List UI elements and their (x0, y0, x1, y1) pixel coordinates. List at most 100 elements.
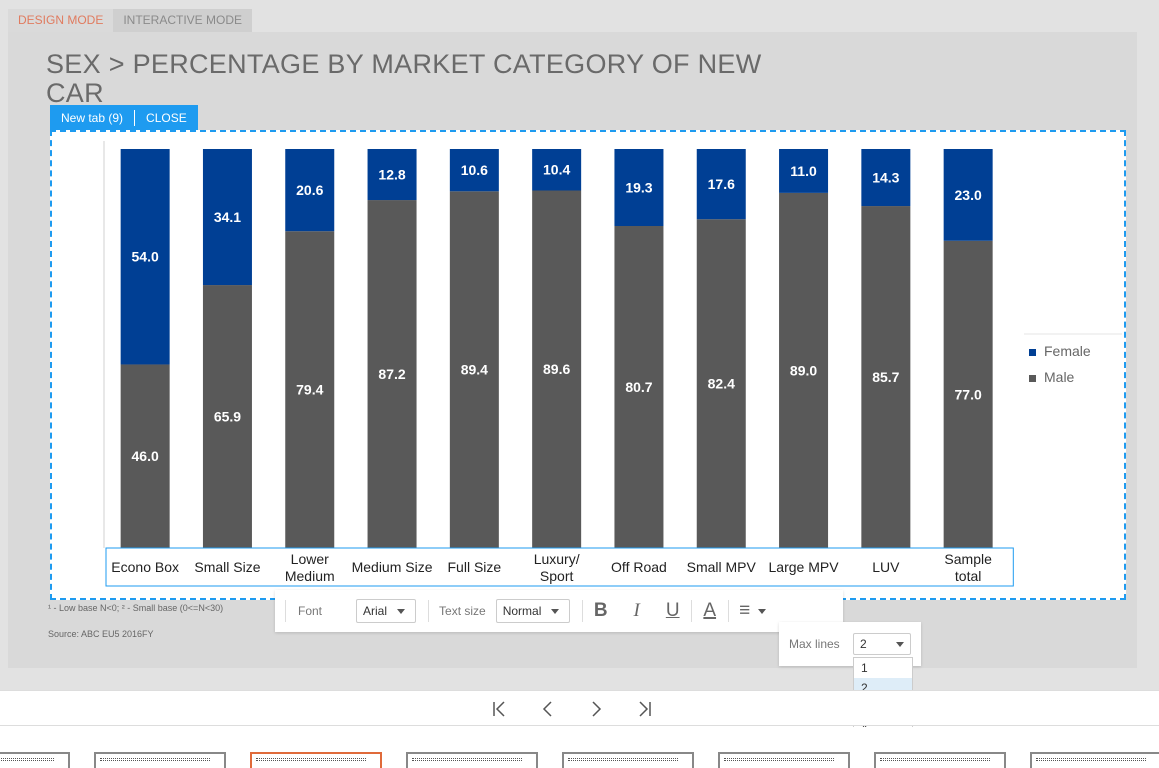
bar-segment-female (202, 149, 252, 286)
category-tick-label: Full Size (448, 559, 502, 575)
slide-canvas: SEX > PERCENTAGE BY MARKET CATEGORY OF N… (8, 32, 1137, 668)
first-slide-button[interactable] (486, 697, 514, 721)
category-tick-label: Medium Size (352, 559, 433, 575)
data-label: 89.4 (461, 362, 488, 378)
toolbar-separator (727, 600, 729, 622)
font-select[interactable]: Arial (356, 599, 417, 623)
bar-segment-female (861, 149, 911, 207)
data-label: 65.9 (214, 409, 241, 425)
chevron-down-icon (758, 608, 767, 614)
align-menu-button[interactable]: ≡ (729, 596, 777, 626)
category-axis-frame (105, 547, 1014, 587)
text-color-button[interactable]: A (703, 600, 717, 621)
tab-interactive-mode[interactable]: INTERACTIVE MODE (113, 9, 253, 32)
bar-segment-male (120, 364, 170, 548)
bar-segment-male (943, 240, 993, 548)
max-lines-option[interactable]: 1 (861, 661, 868, 675)
bar-segment-female (120, 149, 170, 365)
source-note: Source: ABC EU5 2016FY (48, 629, 154, 639)
toolbar-separator (690, 600, 692, 622)
italic-button[interactable]: I (633, 600, 640, 621)
category-tick-label: Econo Box (111, 559, 179, 575)
data-label: 11.0 (790, 163, 817, 179)
data-label: 17.6 (708, 176, 735, 192)
align-lines-icon: ≡ (739, 600, 751, 621)
data-label: 46.0 (132, 448, 159, 464)
bar-segment-male (779, 192, 829, 548)
category-tick-label: LUV (872, 559, 900, 575)
last-page-icon (639, 701, 651, 717)
close-button[interactable]: CLOSE (146, 111, 187, 125)
chevron-down-icon (551, 608, 560, 614)
category-tick-label: Small MPV (687, 559, 757, 575)
chevron-down-icon (896, 641, 904, 647)
bold-button[interactable]: B (593, 600, 608, 621)
bar-segment-female (943, 149, 993, 241)
bar-segment-female (696, 149, 746, 220)
slide-thumbnail[interactable] (1030, 752, 1159, 768)
data-label: 34.1 (214, 209, 241, 225)
stacked-bar-chart: 46.0 54.0 65.9 34.1 79.4 20.6 87.2 12.8 89.4 10.6… (103, 141, 1122, 587)
underline-button[interactable]: U (665, 600, 680, 621)
data-label: 14.3 (872, 170, 899, 186)
data-label: 19.3 (625, 180, 652, 196)
bar-segment-male (367, 200, 417, 548)
next-slide-button[interactable] (582, 697, 610, 721)
max-lines-label: Max lines (789, 637, 840, 651)
font-value: Arial (363, 604, 388, 618)
category-tick-label: Off Road (611, 559, 667, 575)
thumbnail-preview (724, 758, 834, 761)
toolbar-separator (428, 600, 430, 622)
tab-design-mode[interactable]: DESIGN MODE (8, 9, 114, 32)
slide-thumbnail-current[interactable] (250, 752, 382, 768)
slide-thumbnail[interactable] (562, 752, 694, 768)
font-label: Font (298, 604, 323, 618)
prev-slide-button[interactable] (534, 697, 562, 721)
bar-segment-male (614, 226, 664, 548)
thumbnail-preview (0, 758, 54, 761)
thumbnail-preview (880, 758, 990, 761)
slide-thumbnail[interactable] (718, 752, 850, 768)
data-label: 20.6 (296, 182, 323, 198)
slide-thumbnail[interactable] (406, 752, 538, 768)
data-label: 12.8 (378, 167, 405, 183)
slide-thumbnail[interactable] (94, 752, 226, 768)
bar-segment-female (285, 149, 335, 232)
mode-tabs: DESIGN MODE INTERACTIVE MODE (8, 9, 253, 32)
category-tick-label: Sample total (944, 551, 992, 584)
slide-thumbnail[interactable] (874, 752, 1006, 768)
slide-title[interactable]: SEX > PERCENTAGE BY MARKET CATEGORY OF N… (46, 49, 762, 108)
data-label: 79.4 (296, 382, 323, 398)
category-tick-label: Luxury/Sport (534, 551, 580, 584)
max-lines-select[interactable]: 2 (853, 633, 911, 655)
chevron-down-icon (397, 608, 406, 614)
last-slide-button[interactable] (630, 697, 658, 721)
bar-segment-male (696, 219, 746, 548)
category-tick-label: Small Size (194, 559, 260, 575)
chevron-right-icon (592, 701, 602, 717)
legend-label: Male (1044, 369, 1075, 385)
bar-segment-male (532, 190, 582, 548)
chevron-left-icon (542, 701, 552, 717)
bar-segment-female (367, 149, 417, 201)
format-toolbar: Font Arial Text size Normal B I U A ≡ (275, 590, 843, 632)
chart-container[interactable]: 46.0 54.0 65.9 34.1 79.4 20.6 87.2 12.8 89.4 10.6… (50, 130, 1126, 600)
data-label: 10.6 (461, 162, 488, 178)
first-page-icon (493, 701, 505, 717)
max-lines-value: 2 (860, 637, 867, 651)
data-label: 85.7 (872, 369, 899, 385)
slide-thumbnail[interactable] (0, 752, 70, 768)
data-label: 80.7 (625, 379, 652, 395)
data-label: 54.0 (132, 249, 159, 265)
thumbnail-preview (412, 758, 522, 761)
bar-segment-female (779, 149, 829, 193)
bar-segment-female (614, 149, 664, 227)
slide-navigation (0, 690, 1159, 726)
toolbar-separator (285, 600, 286, 622)
tab-separator (134, 110, 136, 126)
text-size-select[interactable]: Normal (495, 599, 570, 623)
thumbnail-strip (0, 727, 1159, 768)
chart-tab-bar: New tab (9) CLOSE (50, 105, 198, 131)
new-tab-button[interactable]: New tab (9) (61, 111, 124, 125)
